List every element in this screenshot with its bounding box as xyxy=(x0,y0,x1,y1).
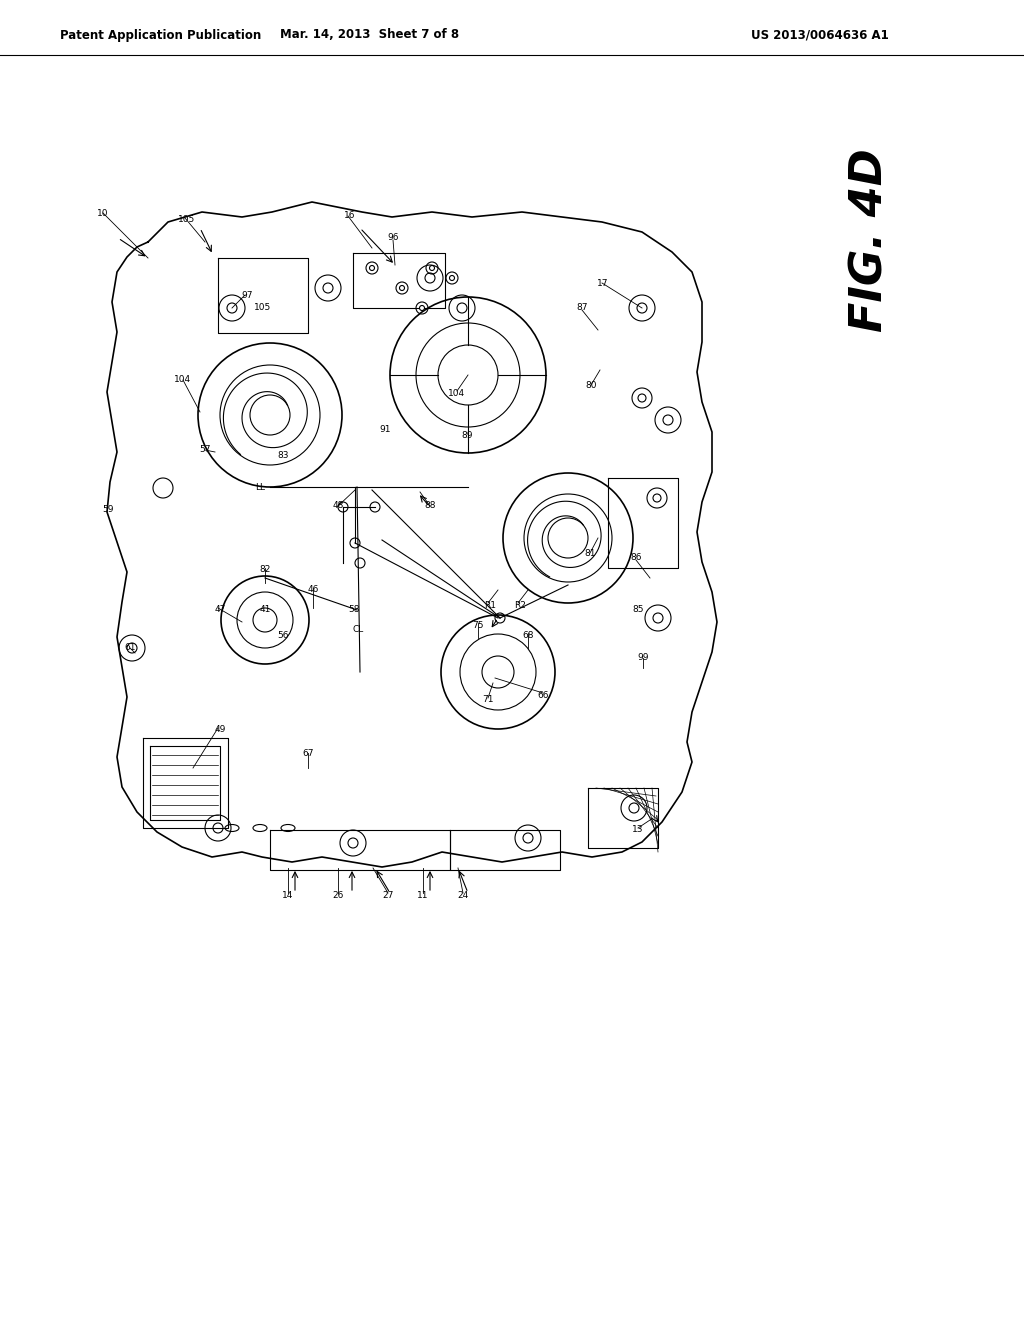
Text: 104: 104 xyxy=(174,375,191,384)
Text: 82: 82 xyxy=(259,565,270,574)
Text: 105: 105 xyxy=(178,215,196,224)
Text: 47: 47 xyxy=(214,606,225,615)
Circle shape xyxy=(438,345,498,405)
Text: 59: 59 xyxy=(102,506,114,515)
Text: 46: 46 xyxy=(307,586,318,594)
Circle shape xyxy=(450,276,455,281)
Circle shape xyxy=(213,822,223,833)
Text: 96: 96 xyxy=(387,234,398,243)
Circle shape xyxy=(629,803,639,813)
Text: 99: 99 xyxy=(637,653,649,663)
Text: 83: 83 xyxy=(278,450,289,459)
Text: 14: 14 xyxy=(283,891,294,899)
Circle shape xyxy=(348,838,358,847)
Circle shape xyxy=(523,833,534,843)
Text: LL: LL xyxy=(255,483,265,492)
Text: 105: 105 xyxy=(254,304,271,313)
Text: 57: 57 xyxy=(200,446,211,454)
Text: R1: R1 xyxy=(484,601,496,610)
Text: R2: R2 xyxy=(514,601,526,610)
Circle shape xyxy=(323,282,333,293)
Circle shape xyxy=(638,393,646,403)
Circle shape xyxy=(370,265,375,271)
Text: 104: 104 xyxy=(449,388,466,397)
Text: 71: 71 xyxy=(482,696,494,705)
Text: 49: 49 xyxy=(214,726,225,734)
Text: 58: 58 xyxy=(348,606,359,615)
Text: 10: 10 xyxy=(97,209,109,218)
Text: 61: 61 xyxy=(124,644,136,652)
Circle shape xyxy=(420,305,425,310)
Circle shape xyxy=(637,304,647,313)
Text: FIG. 4D: FIG. 4D xyxy=(849,148,892,331)
Text: 17: 17 xyxy=(597,279,608,288)
Text: 85: 85 xyxy=(632,606,644,615)
Text: 81: 81 xyxy=(585,549,596,557)
Text: 27: 27 xyxy=(382,891,393,899)
Circle shape xyxy=(653,612,663,623)
Text: 66: 66 xyxy=(538,690,549,700)
Text: 13: 13 xyxy=(632,825,644,834)
Text: 88: 88 xyxy=(424,500,436,510)
Text: 67: 67 xyxy=(302,748,313,758)
Text: 89: 89 xyxy=(461,430,473,440)
Circle shape xyxy=(399,285,404,290)
Circle shape xyxy=(653,494,662,502)
Text: 41: 41 xyxy=(259,606,270,615)
Circle shape xyxy=(663,414,673,425)
Circle shape xyxy=(457,304,467,313)
Text: 56: 56 xyxy=(278,631,289,639)
Text: 16: 16 xyxy=(344,211,355,220)
Text: 11: 11 xyxy=(417,891,429,899)
Text: US 2013/0064636 A1: US 2013/0064636 A1 xyxy=(752,29,889,41)
Circle shape xyxy=(127,643,137,653)
Text: 68: 68 xyxy=(522,631,534,639)
Text: 97: 97 xyxy=(242,290,253,300)
Text: Mar. 14, 2013  Sheet 7 of 8: Mar. 14, 2013 Sheet 7 of 8 xyxy=(281,29,460,41)
Text: 75: 75 xyxy=(472,620,483,630)
Text: 91: 91 xyxy=(379,425,391,434)
Text: 26: 26 xyxy=(333,891,344,899)
Text: 24: 24 xyxy=(458,891,469,899)
Text: 87: 87 xyxy=(577,304,588,313)
Text: 80: 80 xyxy=(586,380,597,389)
Text: 48: 48 xyxy=(333,500,344,510)
Circle shape xyxy=(425,273,435,282)
Text: Patent Application Publication: Patent Application Publication xyxy=(60,29,261,41)
Text: CL: CL xyxy=(352,626,364,635)
Text: 86: 86 xyxy=(630,553,642,562)
Circle shape xyxy=(227,304,237,313)
Circle shape xyxy=(429,265,434,271)
